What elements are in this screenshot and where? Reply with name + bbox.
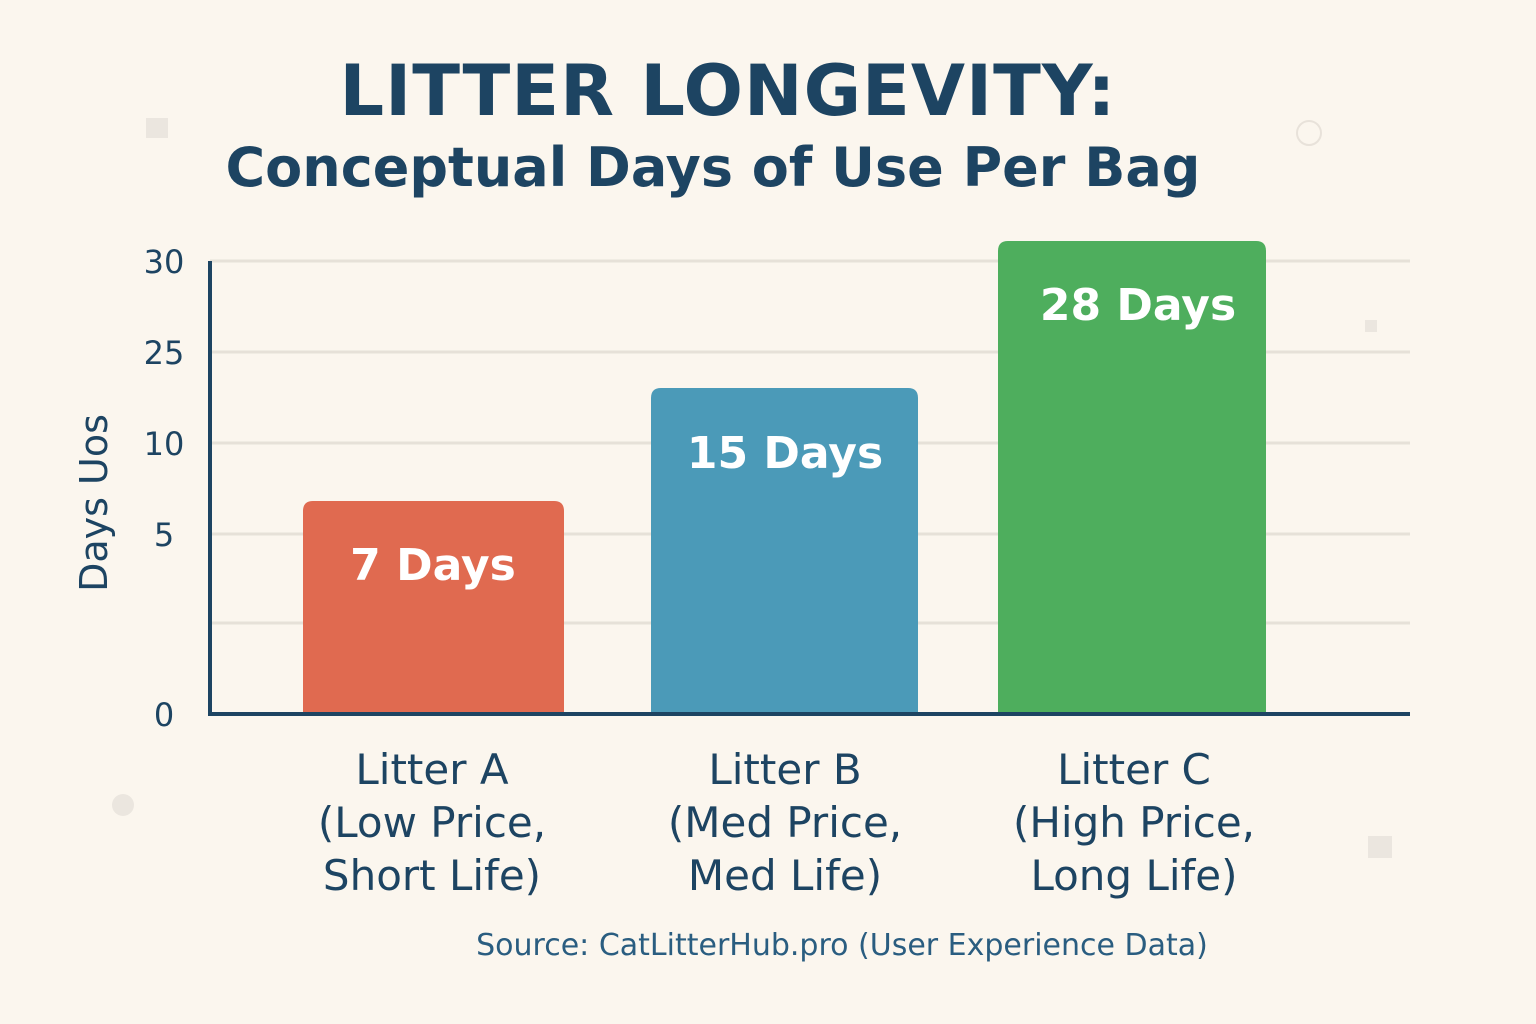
decorative-square xyxy=(1368,836,1392,858)
x-category-label: Litter B xyxy=(708,745,861,794)
y-axis-label: Days Uos xyxy=(72,414,116,592)
y-tick-label: 30 xyxy=(144,243,185,281)
x-category-label: Short Life) xyxy=(323,851,541,900)
x-category-label: (High Price, xyxy=(1013,798,1255,847)
bar-value-label: 7 Days xyxy=(350,540,516,591)
chart-subtitle: Conceptual Days of Use Per Bag xyxy=(225,136,1201,199)
bar xyxy=(651,388,918,714)
y-tick-label: 0 xyxy=(154,696,174,734)
x-category-label: Litter C xyxy=(1057,745,1211,794)
x-category-label: Med Life) xyxy=(688,851,882,900)
y-tick-label: 10 xyxy=(144,425,185,463)
x-category-label: (Low Price, xyxy=(318,798,546,847)
decorative-square xyxy=(146,118,168,138)
bar xyxy=(303,501,564,714)
source-note: Source: CatLitterHub.pro (User Experienc… xyxy=(476,928,1208,963)
decorative-dot xyxy=(1296,120,1322,146)
x-category-label: Litter A xyxy=(355,745,508,794)
decorative-square xyxy=(1365,320,1377,332)
y-tick-label: 5 xyxy=(154,516,174,554)
chart-title: LITTER LONGEVITY: xyxy=(339,50,1117,132)
x-category-label: (Med Price, xyxy=(668,798,902,847)
decorative-dot xyxy=(112,794,134,816)
bar-value-label: 28 Days xyxy=(1040,280,1236,331)
x-category-label: Long Life) xyxy=(1030,851,1237,900)
y-tick-label: 25 xyxy=(144,334,185,372)
bar-value-label: 15 Days xyxy=(687,428,883,479)
bar xyxy=(998,241,1266,714)
